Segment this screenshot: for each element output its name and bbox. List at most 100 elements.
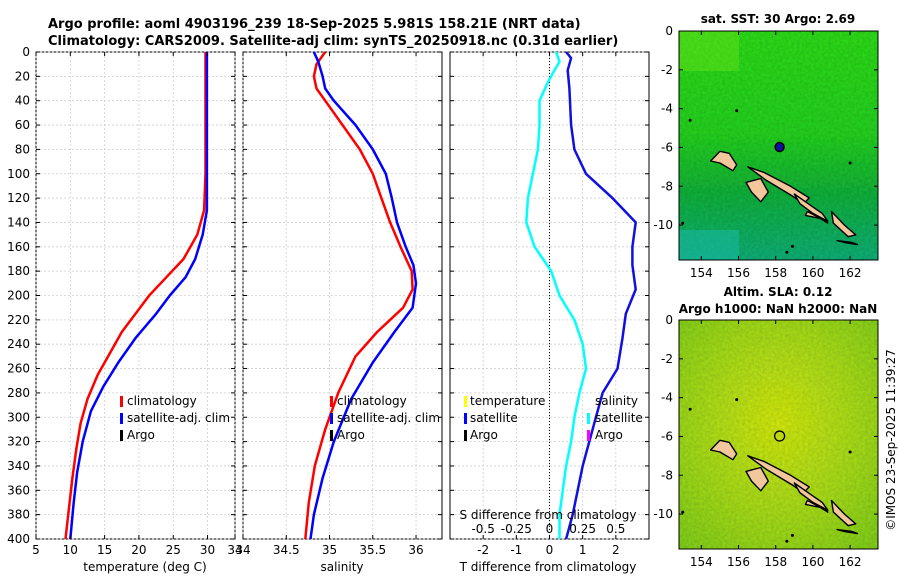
sla-map-frame	[678, 319, 879, 550]
islet	[790, 244, 794, 248]
depth-tick-label: 280	[7, 386, 30, 400]
x-tick-label: 1	[579, 543, 587, 557]
lat-tick-label: -2	[661, 352, 673, 366]
island	[804, 210, 829, 224]
legend-climatology: climatology	[337, 394, 407, 408]
x-tick-label: 35.5	[359, 543, 386, 557]
legend-argo: Argo	[127, 428, 155, 442]
depth-tick-label: 80	[15, 142, 30, 156]
islet	[848, 161, 852, 165]
sla-map-subtitle: Argo h1000: NaN h2000: NaN	[679, 302, 878, 316]
lat-tick-label: -2	[661, 63, 673, 77]
salinity-xlabel: salinity	[320, 560, 363, 574]
lat-tick-label: -4	[661, 391, 673, 405]
lat-tick-label: -4	[661, 102, 673, 116]
temperature-xlabel: temperature (deg C)	[83, 560, 206, 574]
island	[836, 528, 859, 535]
lat-tick-label: -8	[661, 179, 673, 193]
sst-argo-marker	[774, 141, 785, 153]
sst-map-title: sat. SST: 30 Argo: 2.69	[701, 12, 855, 26]
depth-tick-label: 340	[7, 459, 30, 473]
difference-lines	[525, 51, 637, 540]
legend-climatology-swatch	[330, 396, 333, 407]
lon-tick-label: 162	[839, 266, 862, 280]
legend-s-argo: Argo	[595, 428, 623, 442]
depth-tick-label: 180	[7, 264, 30, 278]
island	[830, 210, 857, 238]
s-tick-label: 0	[546, 522, 554, 536]
watermark: ©IMOS 23-Sep-2025 11:39:27	[884, 349, 898, 531]
depth-tick-label: 260	[7, 362, 30, 376]
islet	[681, 221, 685, 225]
legend-t-satellite: satellite	[470, 411, 518, 425]
x-tick-label: 2	[612, 543, 620, 557]
sla-islands	[681, 398, 859, 543]
s-tick-label: -0.25	[501, 522, 532, 536]
depth-tick-label: 40	[15, 94, 30, 108]
legend-t-argo-swatch	[464, 430, 467, 441]
island	[830, 499, 857, 527]
island	[836, 239, 859, 246]
legend-satellite-swatch	[330, 413, 333, 424]
x-tick-label: 0	[546, 543, 554, 557]
islet	[785, 250, 789, 254]
sla-field	[679, 320, 878, 549]
island	[804, 499, 829, 513]
x-tick-label: 34	[227, 543, 242, 557]
depth-tick-label: 240	[7, 337, 30, 351]
islet	[848, 450, 852, 454]
legend-satellite: satellite-adj. clim	[337, 411, 440, 425]
legend-argo-swatch	[330, 430, 333, 441]
depth-tick-label: 100	[7, 167, 30, 181]
x-tick-label: 35	[322, 543, 337, 557]
island	[793, 482, 829, 511]
depth-tick-label: 60	[15, 118, 30, 132]
legend-climatology: climatology	[127, 394, 197, 408]
series-line	[309, 51, 418, 540]
difference-legend: temperature satellite Argo salinity sate…	[464, 394, 643, 442]
x-tick-label: 10	[63, 543, 78, 557]
title-line2: Climatology: CARS2009. Satellite-adj cli…	[48, 34, 618, 49]
temperature-legend: climatology satellite-adj. clim Argo	[120, 394, 230, 442]
x-tick-label: 34	[235, 543, 250, 557]
temperature-panel: 5 10 15 20 25 30 34 temperature (deg C) climat…	[32, 51, 243, 574]
x-tick-label: -2	[477, 543, 489, 557]
legend-argo: Argo	[337, 428, 365, 442]
sst-map-frame	[678, 30, 879, 261]
island	[745, 177, 769, 203]
lon-tick-label: 154	[690, 266, 713, 280]
lon-tick-label: 160	[801, 555, 824, 569]
sla-argo-marker	[773, 430, 786, 442]
sla-map-title: Altim. SLA: 0.12	[724, 285, 833, 299]
lon-tick-label: 158	[764, 266, 787, 280]
legend-argo-swatch	[120, 430, 123, 441]
depth-tick-label: 300	[7, 410, 30, 424]
islet	[681, 510, 685, 514]
lat-tick-label: -6	[661, 429, 673, 443]
x-tick-label: 20	[131, 543, 146, 557]
legend-t-satellite-swatch	[464, 413, 467, 424]
island	[793, 193, 829, 222]
depth-tick-label: 20	[15, 69, 30, 83]
legend-temperature-swatch	[464, 396, 467, 407]
x-tick-label: 34.5	[273, 543, 300, 557]
lon-tick-label: 160	[801, 266, 824, 280]
series-line	[564, 51, 637, 540]
depth-tick-label: 120	[7, 191, 30, 205]
salinity-panel: 34 34.5 35 35.5 36 salinity climatology sate…	[235, 51, 443, 574]
sst-islands	[681, 109, 859, 254]
island	[709, 150, 738, 172]
legend-satellite: satellite-adj. clim	[127, 411, 230, 425]
s-tick-label: 0.25	[569, 522, 596, 536]
lat-tick-label: 0	[665, 24, 673, 38]
difference-s-ticks: -0.5 -0.25 0 0.25 0.5	[471, 522, 625, 536]
difference-ticks: -2 -1 0 1 2	[450, 51, 649, 557]
s-tick-label: -0.5	[471, 522, 494, 536]
x-tick-label: -1	[510, 543, 522, 557]
x-tick-label: 36	[408, 543, 423, 557]
depth-tick-label: 320	[7, 435, 30, 449]
sst-warm-patch	[679, 31, 739, 71]
lon-tick-label: 162	[839, 555, 862, 569]
x-tick-label: 5	[32, 543, 40, 557]
